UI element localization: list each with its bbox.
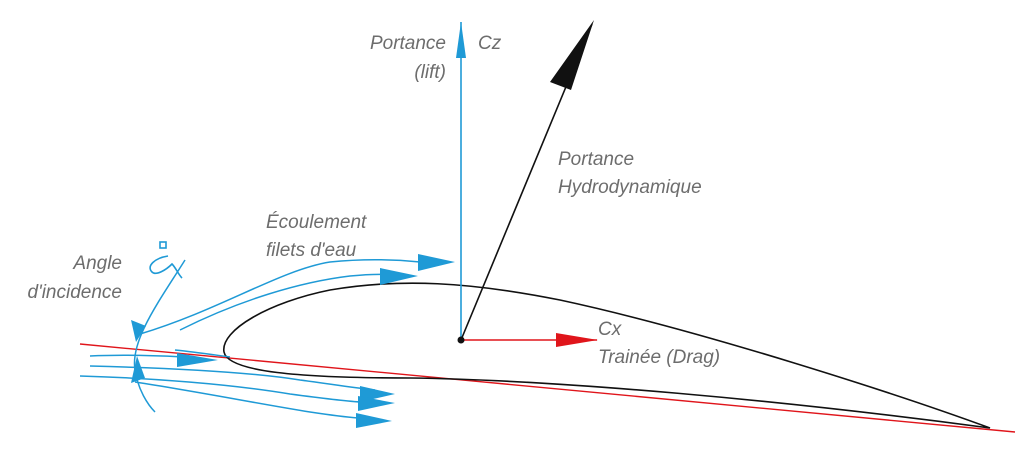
incidence-arrowhead-lower — [131, 356, 145, 383]
lift-label-line2: (lift) — [414, 62, 446, 83]
streamline-mid-1 — [89, 354, 186, 358]
chord-line — [79, 343, 1016, 433]
flow-streamlines — [79, 258, 421, 419]
drag-arrowhead — [556, 333, 598, 347]
resultant-arrowhead — [550, 20, 594, 90]
flow-arrowhead-4 — [360, 386, 395, 402]
lift-arrowhead — [456, 22, 466, 58]
angle-label-line2: d'incidence — [28, 282, 122, 303]
streamline-upper-2 — [179, 273, 396, 331]
flow-arrowhead-1 — [418, 254, 455, 271]
incidence-arrowhead-upper — [131, 320, 146, 342]
force-application-point — [457, 336, 465, 344]
lift-label-line1: Portance — [370, 33, 446, 54]
streamline-mid-2 — [89, 365, 376, 391]
hydrofoil-profile — [223, 282, 991, 429]
drag-label: Trainée (Drag) — [598, 347, 720, 368]
flow-label-line1: Écoulement — [266, 212, 367, 233]
incidence-angle-arc — [133, 259, 186, 413]
cx-label: Cx — [598, 319, 623, 340]
flow-arrowhead-5 — [358, 396, 395, 411]
alpha-symbol — [149, 241, 183, 279]
flow-arrowhead-6 — [356, 413, 392, 428]
flow-arrowhead-3 — [177, 353, 218, 367]
streamline-upper-1 — [139, 258, 421, 335]
cz-label: Cz — [478, 33, 502, 54]
resultant-label-line1: Portance — [558, 149, 634, 170]
streamline-lower-1 — [79, 375, 361, 403]
flow-arrowhead-2 — [380, 268, 418, 285]
flow-label-line2: filets d'eau — [266, 240, 357, 261]
angle-label-line1: Angle — [72, 253, 122, 274]
flow-arrowheads — [177, 254, 455, 428]
streamline-lower-2 — [134, 381, 359, 419]
streamline-mid-3 — [174, 349, 231, 358]
resultant-label-line2: Hydrodynamique — [558, 177, 702, 198]
